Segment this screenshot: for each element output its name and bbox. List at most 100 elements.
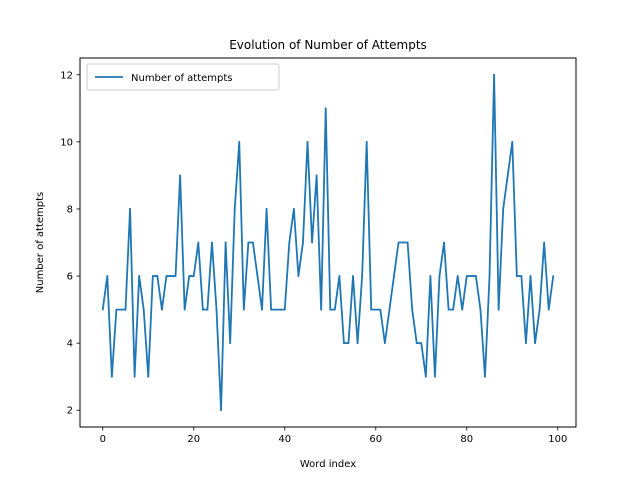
- data-point: [374, 308, 377, 311]
- y-tick-label: 10: [60, 137, 73, 148]
- data-point: [543, 241, 546, 244]
- data-point: [447, 308, 450, 311]
- data-point: [165, 275, 168, 277]
- data-point: [197, 241, 200, 244]
- data-point: [315, 174, 318, 177]
- y-tick-label: 4: [67, 339, 73, 350]
- data-point: [388, 308, 391, 311]
- data-point: [120, 308, 122, 311]
- data-point: [365, 140, 368, 143]
- data-point: [311, 241, 313, 244]
- data-point: [370, 308, 373, 311]
- data-point: [534, 342, 536, 345]
- data-point: [252, 241, 254, 244]
- legend: Number of attempts: [86, 63, 280, 91]
- data-point: [106, 275, 109, 277]
- y-tick-label: 2: [67, 406, 73, 417]
- data-point: [511, 140, 514, 143]
- x-tick-label: 60: [369, 434, 382, 445]
- data-point: [279, 308, 282, 311]
- data-point: [352, 275, 354, 277]
- legend-box: [86, 63, 280, 91]
- data-point: [456, 275, 459, 277]
- data-point: [484, 375, 486, 378]
- data-point: [479, 308, 482, 311]
- data-point: [547, 308, 550, 311]
- data-point: [161, 308, 163, 311]
- data-point: [333, 308, 336, 311]
- data-point: [265, 208, 268, 210]
- data-point: [288, 241, 291, 244]
- data-point: [497, 308, 500, 311]
- data-point: [343, 342, 345, 345]
- data-point: [115, 308, 118, 311]
- data-point: [129, 208, 131, 210]
- data-point: [488, 275, 491, 277]
- data-point: [406, 241, 409, 244]
- data-point: [329, 308, 332, 311]
- data-point: [529, 275, 532, 277]
- data-point: [552, 275, 555, 277]
- data-point: [179, 174, 182, 177]
- data-point: [493, 73, 495, 76]
- data-point: [438, 275, 441, 277]
- data-point: [470, 275, 473, 277]
- series-line: [101, 73, 555, 412]
- data-point: [238, 140, 241, 143]
- data-point: [443, 241, 445, 244]
- data-point: [324, 107, 327, 110]
- data-point: [215, 308, 218, 311]
- y-tick-label: 12: [60, 70, 73, 81]
- data-point: [502, 208, 505, 210]
- data-point: [474, 275, 477, 277]
- data-point: [151, 275, 154, 277]
- y-tick-label: 8: [67, 204, 73, 215]
- data-point: [429, 275, 432, 277]
- x-axis: 0 20 40 60 80 100: [100, 427, 567, 445]
- data-point: [302, 241, 304, 244]
- data-point: [183, 308, 186, 311]
- data-point: [270, 308, 273, 311]
- data-point: [397, 241, 400, 244]
- data-point: [174, 275, 177, 277]
- data-point: [261, 308, 263, 311]
- data-point: [233, 208, 236, 210]
- data-point: [434, 375, 436, 378]
- legend-label: Number of attempts: [131, 73, 233, 84]
- data-point: [297, 275, 300, 277]
- data-point: [124, 308, 127, 311]
- data-point: [424, 375, 427, 378]
- x-axis-label: Word index: [300, 459, 356, 470]
- data-point: [138, 275, 141, 277]
- plot-area: 0 20 40 60 80 100 2 4 6 8 10 12: [60, 57, 577, 445]
- data-point: [525, 342, 527, 345]
- data-point: [320, 308, 323, 311]
- y-tick-label: 6: [67, 272, 73, 283]
- data-point: [229, 342, 232, 345]
- data-point: [274, 308, 277, 311]
- x-tick-label: 100: [548, 434, 567, 445]
- data-point: [133, 375, 136, 378]
- data-point: [220, 409, 222, 412]
- data-point: [393, 275, 395, 277]
- data-point: [206, 308, 209, 311]
- data-point: [283, 308, 286, 311]
- data-point: [420, 342, 423, 345]
- data-point: [506, 174, 509, 177]
- x-tick-label: 80: [460, 434, 473, 445]
- data-point: [201, 308, 204, 311]
- data-point: [538, 308, 541, 311]
- data-point: [224, 241, 227, 244]
- data-point: [156, 275, 159, 277]
- x-tick-label: 0: [100, 434, 106, 445]
- data-point: [465, 275, 468, 277]
- data-point: [520, 275, 523, 277]
- chart-title: Evolution of Number of Attempts: [229, 38, 427, 52]
- data-point: [347, 342, 350, 345]
- data-point: [256, 275, 259, 277]
- data-point: [211, 241, 213, 244]
- data-point: [147, 375, 150, 378]
- data-point: [379, 308, 382, 311]
- data-point: [142, 308, 145, 311]
